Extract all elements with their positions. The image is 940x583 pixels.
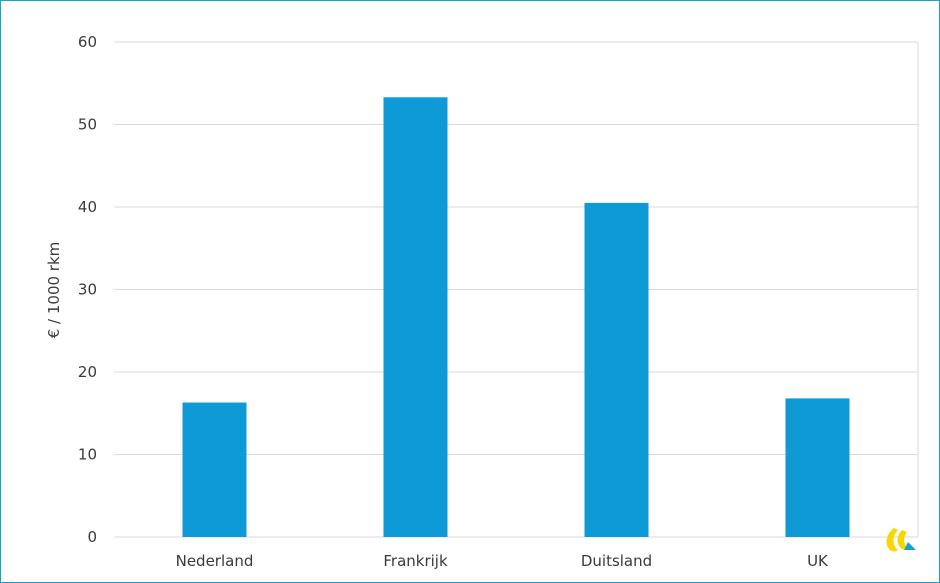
y-tick-label: 20: [78, 363, 97, 381]
x-axis-ticks: Nederland Frankrijk Duitsland UK: [176, 552, 829, 570]
bar-frankrijk: [383, 97, 448, 538]
y-tick-label: 60: [78, 33, 97, 51]
y-tick-label: 0: [87, 528, 97, 546]
gridlines: [114, 41, 919, 538]
y-tick-label: 30: [78, 281, 97, 299]
logo-icon: [886, 528, 916, 552]
x-tick-label: Frankrijk: [383, 552, 448, 570]
y-tick-label: 40: [78, 198, 97, 216]
bar-uk: [785, 398, 850, 537]
bars: [182, 97, 850, 538]
y-tick-label: 10: [78, 446, 97, 464]
y-axis-title: € / 1000 rkm: [45, 242, 63, 339]
y-tick-label: 50: [78, 116, 97, 134]
y-axis-ticks: 0 10 20 30 40 50 60: [78, 33, 97, 546]
bar-nederland: [182, 402, 247, 537]
x-tick-label: UK: [807, 552, 829, 570]
x-tick-label: Nederland: [176, 552, 254, 570]
bar-duitsland: [584, 202, 649, 537]
x-tick-label: Duitsland: [581, 552, 652, 570]
